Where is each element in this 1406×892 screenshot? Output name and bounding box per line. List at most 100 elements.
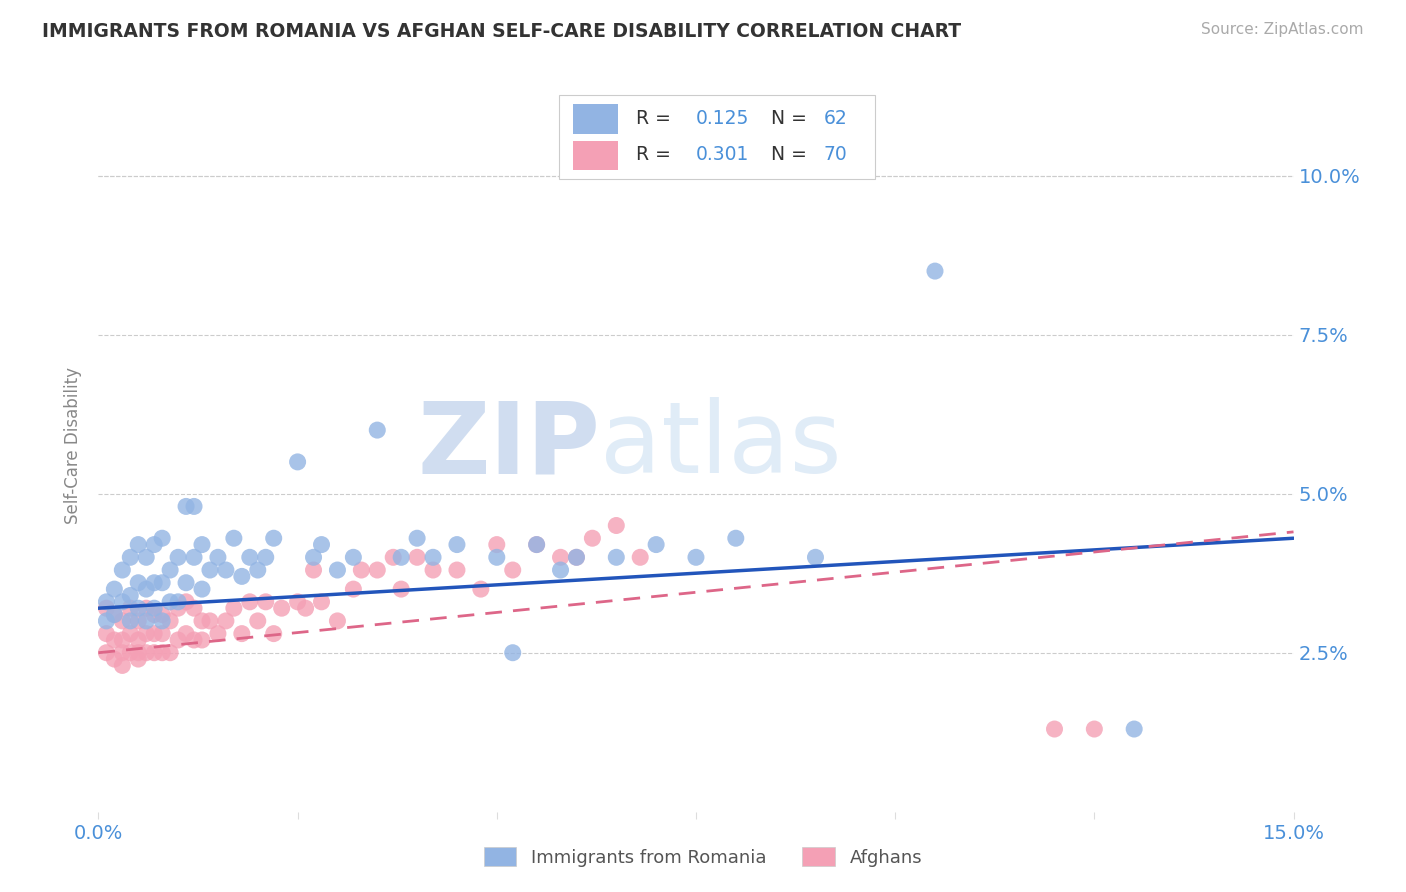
- FancyBboxPatch shape: [572, 104, 619, 134]
- Point: [103, 607, 125, 622]
- Point: [191, 614, 214, 628]
- Point: [724, 531, 747, 545]
- Legend: Immigrants from Romania, Afghans: Immigrants from Romania, Afghans: [477, 840, 929, 874]
- Point: [191, 582, 214, 596]
- Point: [550, 563, 572, 577]
- Point: [446, 538, 468, 552]
- Point: [526, 538, 548, 552]
- Point: [143, 646, 166, 660]
- Point: [254, 550, 277, 565]
- Point: [804, 550, 827, 565]
- FancyBboxPatch shape: [558, 95, 876, 179]
- Point: [382, 550, 405, 565]
- Point: [207, 550, 229, 565]
- Point: [127, 614, 149, 628]
- Point: [111, 646, 134, 660]
- Point: [302, 550, 325, 565]
- Point: [103, 607, 125, 622]
- Point: [120, 626, 142, 640]
- Point: [135, 550, 157, 565]
- Point: [470, 582, 492, 596]
- Text: atlas: atlas: [600, 398, 842, 494]
- Point: [198, 563, 221, 577]
- Point: [366, 563, 388, 577]
- Point: [127, 538, 149, 552]
- Point: [246, 614, 269, 628]
- Point: [135, 601, 157, 615]
- Point: [270, 601, 292, 615]
- Point: [174, 575, 197, 590]
- Point: [239, 550, 262, 565]
- Point: [159, 646, 181, 660]
- Point: [198, 614, 221, 628]
- Point: [1043, 722, 1066, 736]
- Point: [143, 575, 166, 590]
- Point: [183, 500, 205, 514]
- Point: [135, 626, 157, 640]
- Point: [143, 607, 166, 622]
- Text: 0.301: 0.301: [696, 145, 749, 164]
- Point: [159, 595, 181, 609]
- Point: [96, 614, 118, 628]
- Point: [526, 538, 548, 552]
- Point: [111, 632, 134, 647]
- Point: [311, 538, 333, 552]
- Point: [326, 614, 349, 628]
- Point: [135, 582, 157, 596]
- Point: [183, 632, 205, 647]
- Y-axis label: Self-Care Disability: Self-Care Disability: [65, 368, 83, 524]
- Point: [120, 646, 142, 660]
- Point: [191, 538, 214, 552]
- Point: [1083, 722, 1105, 736]
- Point: [150, 626, 173, 640]
- Point: [167, 632, 190, 647]
- Point: [96, 646, 118, 660]
- Point: [167, 550, 190, 565]
- Point: [215, 563, 238, 577]
- Text: 0.125: 0.125: [696, 109, 749, 128]
- Point: [103, 632, 125, 647]
- Point: [239, 595, 262, 609]
- Point: [120, 601, 142, 615]
- Text: 62: 62: [824, 109, 848, 128]
- Point: [342, 582, 364, 596]
- Text: N =: N =: [759, 145, 813, 164]
- Point: [446, 563, 468, 577]
- Point: [135, 646, 157, 660]
- Point: [135, 614, 157, 628]
- Point: [174, 595, 197, 609]
- Point: [111, 595, 134, 609]
- Point: [366, 423, 388, 437]
- Point: [628, 550, 651, 565]
- Point: [127, 652, 149, 666]
- Point: [263, 626, 285, 640]
- Point: [422, 563, 444, 577]
- Point: [287, 595, 309, 609]
- Point: [111, 614, 134, 628]
- Point: [565, 550, 588, 565]
- Text: R =: R =: [637, 145, 678, 164]
- Point: [127, 632, 149, 647]
- Point: [207, 626, 229, 640]
- Point: [342, 550, 364, 565]
- Point: [103, 582, 125, 596]
- Point: [311, 595, 333, 609]
- Point: [183, 550, 205, 565]
- Point: [406, 550, 429, 565]
- Text: 70: 70: [824, 145, 848, 164]
- Point: [174, 626, 197, 640]
- Point: [406, 531, 429, 545]
- Point: [150, 646, 173, 660]
- Point: [287, 455, 309, 469]
- Point: [246, 563, 269, 577]
- Point: [96, 601, 118, 615]
- Point: [326, 563, 349, 577]
- Point: [581, 531, 603, 545]
- Point: [120, 550, 142, 565]
- Point: [350, 563, 373, 577]
- Point: [111, 658, 134, 673]
- Text: IMMIGRANTS FROM ROMANIA VS AFGHAN SELF-CARE DISABILITY CORRELATION CHART: IMMIGRANTS FROM ROMANIA VS AFGHAN SELF-C…: [42, 22, 962, 41]
- Point: [485, 538, 508, 552]
- Point: [605, 518, 627, 533]
- Point: [111, 563, 134, 577]
